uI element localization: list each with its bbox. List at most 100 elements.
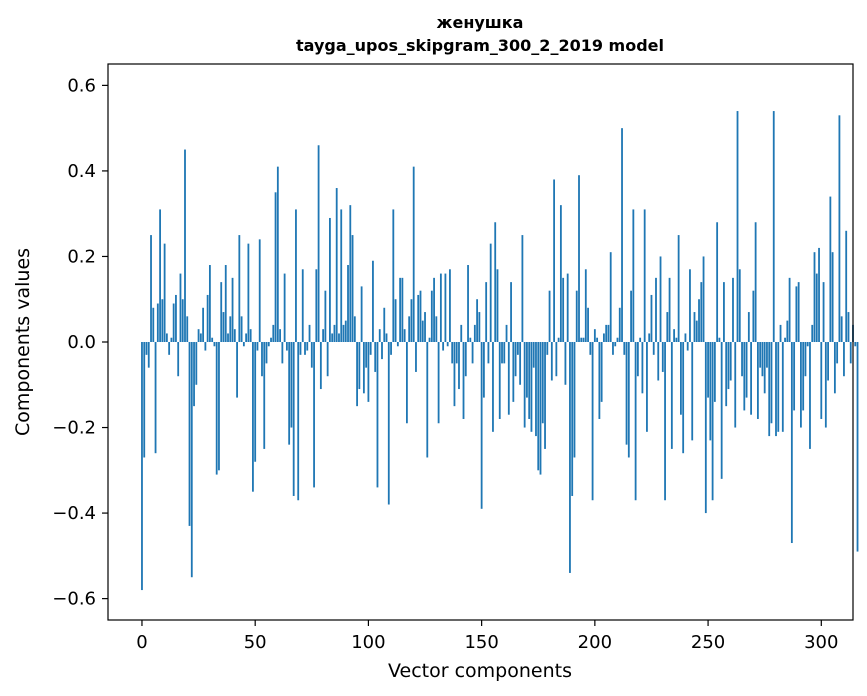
y-tick-label: −0.2 (52, 418, 96, 439)
bar (249, 329, 252, 342)
bar (512, 342, 515, 402)
bar (347, 265, 349, 342)
bar (729, 342, 732, 381)
bar (544, 342, 546, 449)
bar (430, 290, 433, 342)
bar (281, 342, 284, 364)
bar (793, 342, 796, 411)
bar (623, 342, 626, 355)
bar (406, 342, 408, 424)
bar (716, 222, 719, 342)
bar (344, 320, 347, 342)
bar (781, 342, 784, 432)
bar (693, 312, 696, 342)
bar (220, 282, 223, 342)
bar (564, 342, 567, 385)
bar (713, 342, 716, 402)
bar (326, 342, 329, 377)
bar (245, 333, 248, 342)
bar (356, 342, 358, 407)
bar (165, 333, 168, 342)
bar (453, 342, 456, 407)
bar (720, 342, 723, 479)
bar (822, 282, 825, 342)
bar (743, 342, 746, 411)
bar (186, 316, 189, 342)
y-tick-label: 0.0 (67, 332, 96, 353)
bar (827, 342, 829, 381)
bar (193, 342, 195, 407)
bar (197, 329, 200, 342)
bar (204, 342, 207, 351)
bar (747, 312, 750, 342)
bar (333, 324, 336, 342)
bar (428, 337, 431, 342)
bar (646, 342, 648, 432)
bar (526, 342, 528, 398)
bar (756, 342, 759, 419)
bar (383, 307, 386, 342)
bar (412, 166, 415, 342)
bar (537, 342, 540, 471)
bar (668, 277, 671, 342)
bar (315, 269, 318, 342)
bar (256, 342, 259, 351)
x-axis-ticks: 0 50 100 150 200 250 300 (136, 620, 838, 653)
bar (804, 342, 807, 377)
bar (342, 324, 345, 342)
bar (596, 337, 599, 342)
bar (485, 282, 488, 342)
bar (473, 324, 476, 342)
bar (308, 324, 311, 342)
bar (304, 342, 306, 355)
bar (154, 342, 157, 454)
bar (607, 324, 610, 342)
x-tick-label: 50 (244, 632, 267, 653)
y-tick-label: −0.4 (52, 503, 96, 524)
bar (297, 342, 300, 501)
bar (451, 342, 454, 364)
bar (358, 342, 361, 390)
bar (772, 111, 775, 342)
bar (707, 342, 709, 398)
bar (578, 175, 580, 342)
bar (503, 342, 506, 364)
bar (322, 329, 325, 342)
y-tick-label: 0.2 (67, 246, 96, 267)
bar (240, 316, 243, 342)
bar (659, 256, 662, 342)
bar (734, 342, 737, 428)
bar (609, 252, 612, 342)
bar (417, 294, 420, 342)
bar (229, 316, 232, 342)
bar (777, 342, 780, 432)
bar (612, 342, 614, 355)
bar (632, 209, 635, 342)
bar (188, 342, 191, 526)
bar (684, 333, 687, 342)
bar (276, 166, 279, 342)
bar (372, 260, 374, 342)
bar (639, 337, 642, 342)
bar (766, 342, 768, 368)
bar (442, 342, 445, 351)
bar (732, 277, 734, 342)
plot-area-frame (107, 63, 854, 621)
bar (847, 312, 850, 342)
bar (195, 342, 198, 385)
bar (489, 243, 492, 342)
x-tick-label: 150 (464, 632, 498, 653)
bar (270, 337, 272, 342)
bar (496, 269, 499, 342)
bar (261, 342, 263, 377)
bar (408, 316, 411, 342)
bar (618, 307, 621, 342)
bar (745, 342, 748, 398)
bar (227, 333, 229, 342)
chart-title-line-1: женушка (437, 13, 524, 32)
bar (426, 342, 429, 458)
bar (605, 324, 608, 342)
bar (806, 342, 809, 347)
bar (274, 192, 277, 342)
bar (313, 342, 315, 488)
